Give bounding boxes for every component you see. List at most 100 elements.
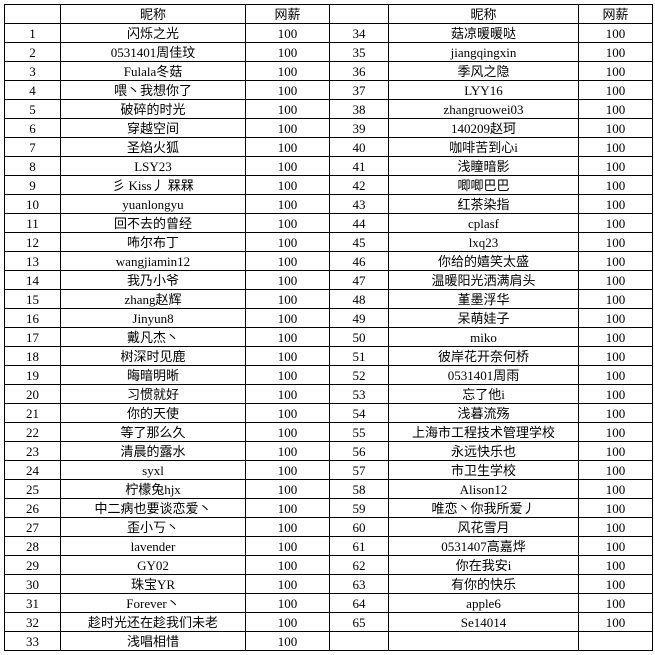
rank-cell: 50 <box>329 327 389 347</box>
nickname-cell: 咘尔布丁 <box>60 232 246 252</box>
rank-cell: 31 <box>4 593 61 613</box>
rank-cell: 56 <box>329 441 389 461</box>
rank-cell: 24 <box>4 460 61 480</box>
rank-cell: 59 <box>329 498 389 518</box>
rank-cell: 9 <box>4 175 61 195</box>
nickname-cell: 呆萌娃子 <box>388 308 579 328</box>
rank-cell: 54 <box>329 403 389 423</box>
rank-cell: 18 <box>4 346 61 366</box>
salary-cell: 100 <box>245 232 330 252</box>
table-row: 15 zhang赵辉 100 48 堇墨浮华 100 <box>4 289 653 309</box>
nickname-cell: Forever丶 <box>60 593 246 613</box>
table-row: 12 咘尔布丁 100 45 lxq23 100 <box>4 232 653 252</box>
column-header-salary: 网薪 <box>245 4 330 24</box>
rank-cell: 2 <box>4 42 61 62</box>
rank-cell: 41 <box>329 156 389 176</box>
nickname-cell: 闪烁之光 <box>60 23 246 43</box>
rank-cell: 23 <box>4 441 61 461</box>
nickname-cell: 穿越空间 <box>60 118 246 138</box>
table-row: 10 yuanlongyu 100 43 红茶染指 100 <box>4 194 653 214</box>
nickname-cell: 树深时见鹿 <box>60 346 246 366</box>
salary-cell: 100 <box>578 327 653 347</box>
nickname-cell: LYY16 <box>388 80 579 100</box>
nickname-cell: 市卫生学校 <box>388 460 579 480</box>
rank-cell: 25 <box>4 479 61 499</box>
nickname-cell: 红茶染指 <box>388 194 579 214</box>
nickname-cell: 喂丶我想你了 <box>60 80 246 100</box>
table-row: 27 歪小丂丶 100 60 风花雪月 100 <box>4 517 653 537</box>
rank-cell: 48 <box>329 289 389 309</box>
salary-cell: 100 <box>578 194 653 214</box>
table-row: 20 习惯就好 100 53 忘了他i 100 <box>4 384 653 404</box>
table-row: 19 晦暗明晰 100 52 0531401周雨 100 <box>4 365 653 385</box>
salary-cell: 100 <box>578 137 653 157</box>
rank-cell: 62 <box>329 555 389 575</box>
nickname-cell: 回不去的曾经 <box>60 213 246 233</box>
rank-cell: 11 <box>4 213 61 233</box>
nickname-cell: 柠檬兔hjx <box>60 479 246 499</box>
table-row: 2 0531401周佳玟 100 35 jiangqingxin 100 <box>4 42 653 62</box>
nickname-cell: 趁时光还在趁我们未老 <box>60 612 246 632</box>
table-row: 5 破碎的时光 100 38 zhangruowei03 100 <box>4 99 653 119</box>
table-row: 17 戴凡杰丶 100 50 miko 100 <box>4 327 653 347</box>
rank-cell <box>329 631 389 651</box>
table-row: 11 回不去的曾经 100 44 cplasf 100 <box>4 213 653 233</box>
nickname-cell: 0531407高嘉烨 <box>388 536 579 556</box>
rank-cell: 1 <box>4 23 61 43</box>
table-row: 29 GY02 100 62 你在我安i 100 <box>4 555 653 575</box>
rank-cell: 12 <box>4 232 61 252</box>
document-sheet: 昵称 网薪 昵称 网薪 1 闪烁之光 100 34 菇凉暖暖哒 100 2 0531401周佳玟 10… <box>4 4 653 651</box>
salary-cell: 100 <box>578 213 653 233</box>
table-row: 21 你的天使 100 54 浅暮流殇 100 <box>4 403 653 423</box>
table-row: 7 圣焰火狐 100 40 咖啡苦到心i 100 <box>4 137 653 157</box>
rank-cell: 34 <box>329 23 389 43</box>
nickname-cell: 珠宝YR <box>60 574 246 594</box>
table-row: 32 趁时光还在趁我们未老 100 65 Se14014 100 <box>4 612 653 632</box>
rank-cell: 37 <box>329 80 389 100</box>
table-row: 16 Jinyun8 100 49 呆萌娃子 100 <box>4 308 653 328</box>
nickname-cell: 歪小丂丶 <box>60 517 246 537</box>
salary-cell: 100 <box>578 460 653 480</box>
salary-cell: 100 <box>245 213 330 233</box>
rank-cell: 35 <box>329 42 389 62</box>
rank-cell: 5 <box>4 99 61 119</box>
nickname-cell: 浅瞳暗影 <box>388 156 579 176</box>
table-row: 18 树深时见鹿 100 51 彼岸花开奈何桥 100 <box>4 346 653 366</box>
rank-cell: 17 <box>4 327 61 347</box>
nickname-cell: 我乃小爷 <box>60 270 246 290</box>
salary-cell: 100 <box>578 118 653 138</box>
rank-cell: 33 <box>4 631 61 651</box>
nickname-cell: jiangqingxin <box>388 42 579 62</box>
column-header-rank <box>329 4 389 24</box>
salary-cell: 100 <box>578 289 653 309</box>
table-row: 22 等了那么久 100 55 上海市工程技术管理学校 100 <box>4 422 653 442</box>
rank-cell: 51 <box>329 346 389 366</box>
nickname-cell: 破碎的时光 <box>60 99 246 119</box>
salary-cell: 100 <box>245 574 330 594</box>
salary-cell: 100 <box>578 422 653 442</box>
column-header-nickname: 昵称 <box>60 4 246 24</box>
rank-cell: 4 <box>4 80 61 100</box>
salary-cell: 100 <box>245 517 330 537</box>
salary-cell: 100 <box>578 479 653 499</box>
rank-cell: 45 <box>329 232 389 252</box>
nickname-cell: LSY23 <box>60 156 246 176</box>
table-body: 1 闪烁之光 100 34 菇凉暖暖哒 100 2 0531401周佳玟 100 35 jiangq… <box>4 23 653 651</box>
roster-table: 昵称 网薪 昵称 网薪 1 闪烁之光 100 34 菇凉暖暖哒 100 2 0531401周佳玟 10… <box>4 4 653 651</box>
salary-cell: 100 <box>245 308 330 328</box>
nickname-cell: cplasf <box>388 213 579 233</box>
salary-cell: 100 <box>578 270 653 290</box>
column-header-rank <box>4 4 61 24</box>
table-row: 31 Forever丶 100 64 apple6 100 <box>4 593 653 613</box>
salary-cell: 100 <box>578 23 653 43</box>
rank-cell: 61 <box>329 536 389 556</box>
nickname-cell: 中二病也要谈恋爱丶 <box>60 498 246 518</box>
nickname-cell: 菇凉暖暖哒 <box>388 23 579 43</box>
nickname-cell: Jinyun8 <box>60 308 246 328</box>
rank-cell: 42 <box>329 175 389 195</box>
nickname-cell: 季风之隐 <box>388 61 579 81</box>
rank-cell: 40 <box>329 137 389 157</box>
table-row: 13 wangjiamin12 100 46 你给的嬉笑太盛 100 <box>4 251 653 271</box>
nickname-cell: Alison12 <box>388 479 579 499</box>
